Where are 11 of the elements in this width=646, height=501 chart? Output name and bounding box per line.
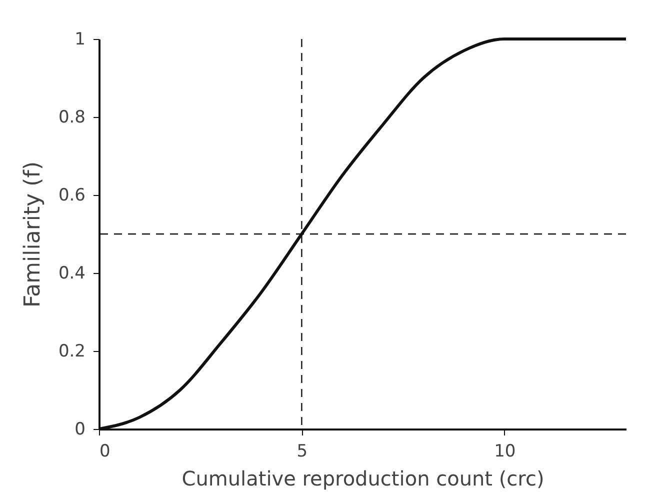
y-tick-label: 1 [74,30,86,50]
y-tick-label: 0.8 [58,108,86,128]
y-tick-label: 0.6 [58,186,86,206]
y-tick-label: 0.4 [58,264,86,284]
x-axis-title: Cumulative reproduction count (crc) [182,466,544,490]
y-tick-label: 0.2 [58,342,86,362]
x-tick-label: 5 [296,442,308,462]
x-tick-label: 10 [494,442,516,462]
y-tick-label: 0 [74,420,86,440]
x-tick-label: 0 [100,442,110,462]
y-axis-title: Familiarity (f) [20,161,46,308]
